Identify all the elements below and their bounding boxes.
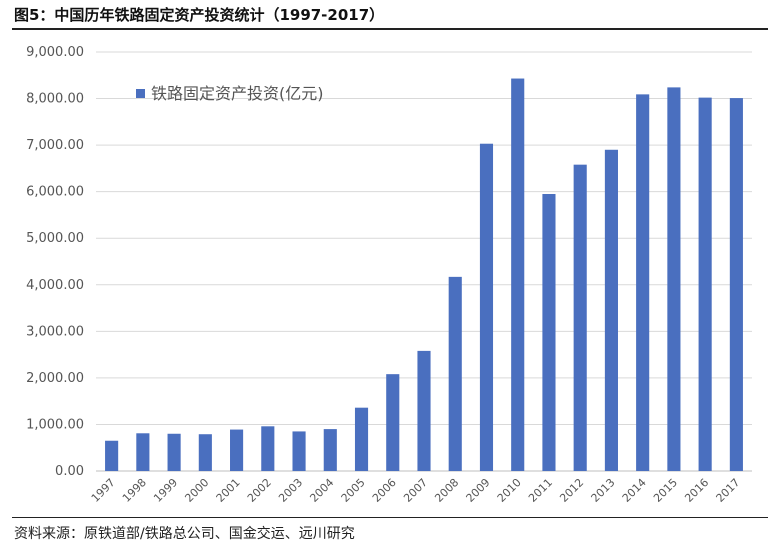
bar-1998 <box>136 433 150 471</box>
y-axis-ticks: 0.00 1,000.00 2,000.00 3,000.00 4,000.00 5,00… <box>26 45 84 479</box>
bar-2003 <box>292 431 306 471</box>
x-tick-label: 2017 <box>714 476 743 505</box>
x-tick-label: 2000 <box>182 476 211 505</box>
x-tick-label: 1998 <box>120 476 149 505</box>
x-tick-label: 2007 <box>401 476 430 505</box>
bar-2010 <box>511 78 525 471</box>
bar-1997 <box>105 440 119 471</box>
bar-2006 <box>386 374 400 471</box>
source-rule <box>12 517 768 518</box>
bar-2012 <box>573 164 587 472</box>
bar-2002 <box>261 426 275 471</box>
x-axis-ticks: 1997 1998 1999 2000 2001 2002 2003 2004 2005 2006… <box>89 476 743 505</box>
x-tick-label: 1997 <box>89 476 118 505</box>
x-tick-label: 2013 <box>589 476 618 505</box>
y-tick-label: 8,000.00 <box>26 92 84 107</box>
bar-2005 <box>354 407 369 471</box>
x-tick-label: 2010 <box>495 476 524 505</box>
bars <box>105 78 743 472</box>
x-tick-label: 2016 <box>682 476 711 505</box>
y-tick-label: 5,000.00 <box>26 231 84 246</box>
y-tick-label: 3,000.00 <box>26 324 84 339</box>
x-tick-label: 2002 <box>245 476 274 505</box>
bar-2011 <box>542 193 556 471</box>
x-tick-label: 2012 <box>557 476 586 505</box>
x-tick-label: 2011 <box>526 476 555 505</box>
bar-2004 <box>323 429 337 471</box>
title-rule <box>12 28 768 30</box>
bar-1999 <box>167 433 181 471</box>
x-tick-label: 2003 <box>276 476 305 505</box>
y-tick-label: 7,000.00 <box>26 138 84 153</box>
bar-2017 <box>729 98 743 471</box>
bar-2016 <box>698 97 712 471</box>
x-tick-label: 2004 <box>307 476 336 505</box>
x-tick-label: 1999 <box>151 476 180 505</box>
bar-2000 <box>198 434 212 471</box>
figure-title: 图5：中国历年铁路固定资产投资统计（1997-2017） <box>14 6 385 24</box>
bar-2013 <box>604 149 618 471</box>
x-tick-label: 2015 <box>651 476 680 505</box>
x-tick-label: 2006 <box>370 476 399 505</box>
bar-2009 <box>479 143 494 471</box>
y-tick-label: 1,000.00 <box>26 417 84 432</box>
bar-2014 <box>636 94 650 472</box>
x-tick-label: 2008 <box>432 476 461 505</box>
bar-2007 <box>417 350 431 471</box>
legend-label: 铁路固定资产投资(亿元) <box>151 84 324 103</box>
x-tick-label: 2014 <box>620 476 649 505</box>
x-tick-label: 2009 <box>464 476 493 505</box>
bar-2015 <box>667 87 681 471</box>
y-tick-label: 9,000.00 <box>26 45 84 60</box>
x-tick-label: 2005 <box>339 476 368 505</box>
y-tick-label: 6,000.00 <box>26 185 84 200</box>
legend: 铁路固定资产投资(亿元) <box>136 84 324 103</box>
bar-2001 <box>230 429 244 471</box>
legend-swatch <box>136 89 145 98</box>
y-tick-label: 2,000.00 <box>26 371 84 386</box>
y-tick-label: 0.00 <box>55 464 84 479</box>
bar-2008 <box>448 276 462 471</box>
y-tick-label: 4,000.00 <box>26 278 84 293</box>
source-note: 资料来源：原铁道部/铁路总公司、国金交运、远川研究 <box>14 526 355 542</box>
x-tick-label: 2001 <box>214 476 243 505</box>
